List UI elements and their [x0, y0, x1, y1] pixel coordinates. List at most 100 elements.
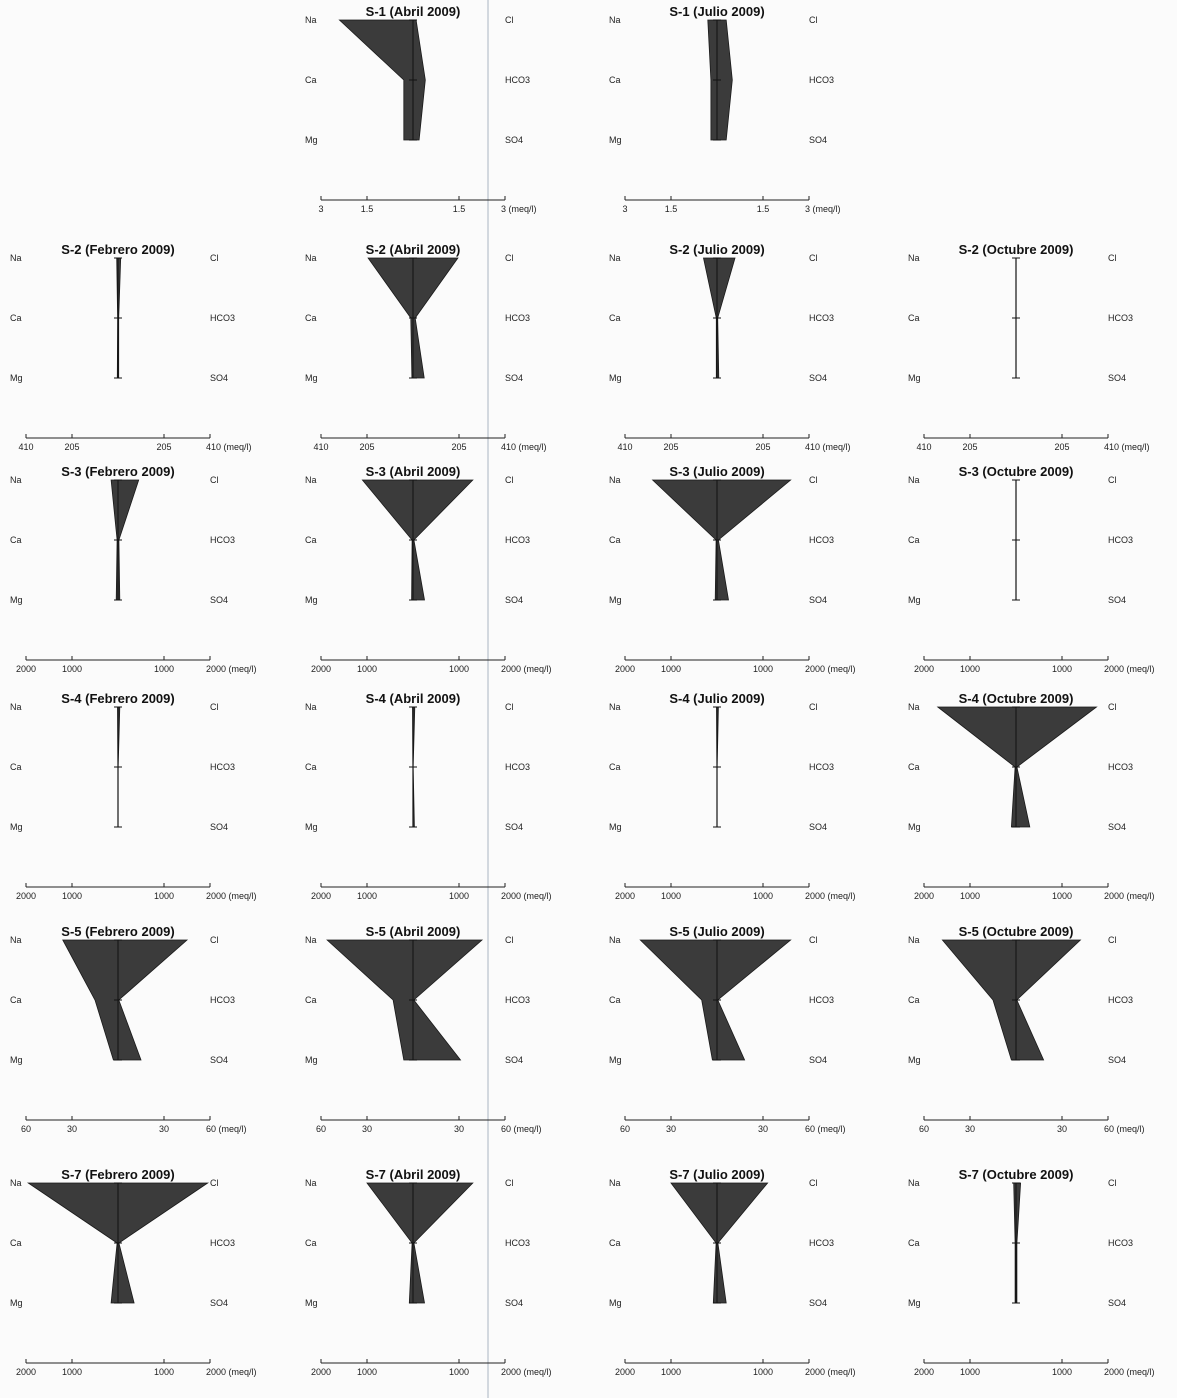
ion-label-so4: SO4 [1108, 595, 1126, 605]
ion-label-ca: Ca [908, 995, 920, 1005]
ion-label-na: Na [609, 15, 621, 25]
ion-label-hco3: HCO3 [210, 995, 235, 1005]
ion-label-so4: SO4 [809, 1298, 827, 1308]
scale-tick-label: 1.5 [361, 204, 374, 214]
ion-label-na: Na [305, 935, 317, 945]
stiff-polygon-s-5-0 [62, 939, 189, 1061]
ion-label-mg: Mg [609, 373, 622, 383]
panel-title: S-3 (Febrero 2009) [61, 464, 174, 479]
ion-label-mg: Mg [10, 373, 23, 383]
panel-title: S-5 (Febrero 2009) [61, 924, 174, 939]
scale-tick-label: 1000 [62, 1367, 82, 1377]
ion-label-hco3: HCO3 [505, 75, 530, 85]
ion-label-cl: Cl [210, 253, 219, 263]
ion-label-mg: Mg [609, 1055, 622, 1065]
scale-tick-label: 1000 [1052, 1367, 1072, 1377]
ion-label-mg: Mg [305, 135, 318, 145]
ion-label-hco3: HCO3 [505, 535, 530, 545]
scale-tick-label: 2000 (meq/l) [501, 891, 552, 901]
scale-tick-label: 2000 (meq/l) [206, 664, 257, 674]
scale-tick-label: 205 [962, 442, 977, 452]
scale-tick-label: 1000 [1052, 664, 1072, 674]
ion-label-mg: Mg [10, 1298, 23, 1308]
ion-label-hco3: HCO3 [1108, 762, 1133, 772]
scale-tick-label: 1000 [449, 891, 469, 901]
ion-label-cl: Cl [1108, 702, 1117, 712]
ion-label-mg: Mg [305, 373, 318, 383]
panel-title: S-2 (Febrero 2009) [61, 242, 174, 257]
ion-label-na: Na [908, 935, 920, 945]
ion-label-mg: Mg [908, 1055, 921, 1065]
ion-label-so4: SO4 [809, 135, 827, 145]
ion-label-ca: Ca [10, 995, 22, 1005]
scale-tick-label: 410 [313, 442, 328, 452]
ion-label-so4: SO4 [1108, 822, 1126, 832]
ion-label-mg: Mg [609, 595, 622, 605]
scale-tick-label: 30 [159, 1124, 169, 1134]
ion-label-so4: SO4 [809, 373, 827, 383]
ion-label-so4: SO4 [809, 595, 827, 605]
panel-title: S-1 (Abril 2009) [366, 4, 461, 19]
scale-tick-label: 1000 [357, 664, 377, 674]
ion-label-so4: SO4 [809, 1055, 827, 1065]
scale-tick-label: 2000 [16, 664, 36, 674]
scale-tick-label: 205 [451, 442, 466, 452]
ion-label-ca: Ca [305, 762, 317, 772]
ion-label-ca: Ca [10, 535, 22, 545]
scale-tick-label: 205 [1054, 442, 1069, 452]
scale-tick-label: 1000 [449, 1367, 469, 1377]
ion-label-so4: SO4 [210, 595, 228, 605]
ion-label-hco3: HCO3 [1108, 535, 1133, 545]
panel-title: S-2 (Abril 2009) [366, 242, 461, 257]
ion-label-na: Na [908, 253, 920, 263]
scale-tick-label: 2000 [914, 1367, 934, 1377]
ion-label-cl: Cl [505, 935, 514, 945]
scale-tick-label: 2000 (meq/l) [206, 891, 257, 901]
ion-label-cl: Cl [809, 1178, 818, 1188]
ion-label-hco3: HCO3 [210, 1238, 235, 1248]
scale-tick-label: 205 [156, 442, 171, 452]
ion-label-ca: Ca [908, 762, 920, 772]
panel-title: S-2 (Julio 2009) [669, 242, 764, 257]
scale-tick-label: 410 [916, 442, 931, 452]
ion-label-na: Na [10, 935, 22, 945]
ion-label-so4: SO4 [210, 1055, 228, 1065]
ion-label-ca: Ca [609, 75, 621, 85]
ion-label-ca: Ca [609, 1238, 621, 1248]
ion-label-ca: Ca [609, 762, 621, 772]
ion-label-so4: SO4 [505, 373, 523, 383]
scale-tick-label: 2000 [615, 1367, 635, 1377]
ion-label-hco3: HCO3 [809, 1238, 834, 1248]
ion-label-ca: Ca [908, 535, 920, 545]
ion-label-na: Na [305, 475, 317, 485]
scale-tick-label: 1.5 [665, 204, 678, 214]
panel-title: S-7 (Abril 2009) [366, 1167, 461, 1182]
scale-tick-label: 1000 [154, 664, 174, 674]
scale-tick-label: 3 [622, 204, 627, 214]
ion-label-hco3: HCO3 [809, 995, 834, 1005]
scale-tick-label: 2000 [914, 891, 934, 901]
scale-tick-label: 1000 [960, 891, 980, 901]
ion-label-hco3: HCO3 [809, 535, 834, 545]
ion-label-mg: Mg [609, 822, 622, 832]
scale-tick-label: 205 [359, 442, 374, 452]
scale-tick-label: 30 [454, 1124, 464, 1134]
scale-tick-label: 2000 [311, 891, 331, 901]
panel-title: S-7 (Octubre 2009) [959, 1167, 1074, 1182]
scale-tick-label: 410 (meq/l) [206, 442, 252, 452]
ion-label-hco3: HCO3 [1108, 1238, 1133, 1248]
ion-label-na: Na [305, 1178, 317, 1188]
scale-tick-label: 2000 (meq/l) [1104, 1367, 1155, 1377]
scale-tick-label: 2000 [311, 1367, 331, 1377]
scale-tick-label: 1000 [154, 891, 174, 901]
panel-title: S-4 (Febrero 2009) [61, 691, 174, 706]
ion-label-hco3: HCO3 [505, 313, 530, 323]
ion-label-mg: Mg [908, 595, 921, 605]
ion-label-hco3: HCO3 [1108, 313, 1133, 323]
ion-label-mg: Mg [305, 595, 318, 605]
ion-label-ca: Ca [609, 313, 621, 323]
ion-label-hco3: HCO3 [505, 1238, 530, 1248]
scale-tick-label: 2000 (meq/l) [805, 1367, 856, 1377]
ion-label-cl: Cl [809, 702, 818, 712]
